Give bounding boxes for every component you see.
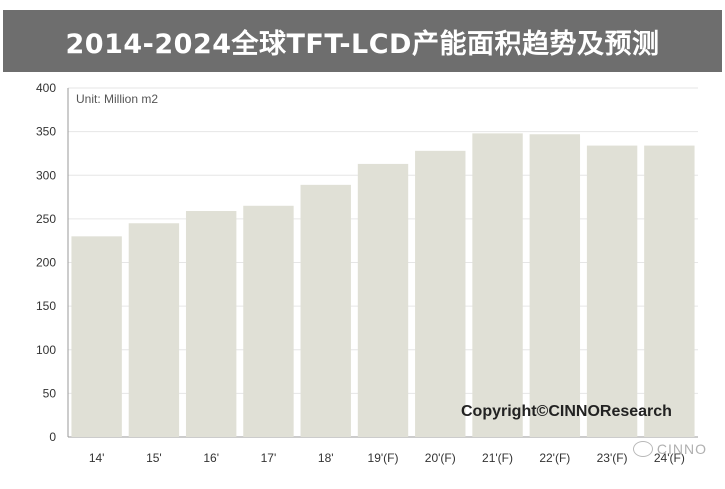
x-tick-label: 17' bbox=[261, 451, 277, 465]
bar bbox=[357, 163, 409, 437]
y-tick-label: 400 bbox=[36, 81, 56, 95]
x-tick-label: 24'(F) bbox=[654, 451, 685, 465]
bar bbox=[243, 205, 294, 437]
x-tick-label: 22'(F) bbox=[539, 451, 570, 465]
x-tick-label: 14' bbox=[89, 451, 105, 465]
bar bbox=[586, 145, 638, 437]
chart-title: 2014-2024全球TFT-LCD产能面积趋势及预测 bbox=[3, 10, 722, 72]
y-tick-label: 100 bbox=[36, 343, 56, 357]
bar bbox=[529, 134, 581, 437]
x-tick-label: 23'(F) bbox=[597, 451, 628, 465]
y-tick-label: 0 bbox=[49, 430, 56, 444]
y-tick-label: 250 bbox=[36, 212, 56, 226]
watermark-text: CINNO bbox=[656, 441, 707, 457]
watermark: CINNO bbox=[632, 441, 707, 457]
y-tick-label: 350 bbox=[36, 125, 56, 139]
bar bbox=[128, 223, 180, 437]
chart-area: 0 50 100 150 200 250 300 350 400 14' 15' 16' 17' 18' 1… bbox=[0, 72, 725, 484]
y-tick-label: 50 bbox=[43, 386, 57, 400]
x-tick-label: 18' bbox=[318, 451, 334, 465]
x-tick-label: 16' bbox=[203, 451, 219, 465]
bar-chart: 0 50 100 150 200 250 300 350 400 14' 15' 16' 17' 18' 1… bbox=[36, 81, 698, 465]
y-tick-label: 300 bbox=[36, 168, 56, 182]
bar bbox=[472, 133, 523, 437]
bar bbox=[71, 236, 122, 437]
y-tick-label: 150 bbox=[36, 299, 56, 313]
bar bbox=[185, 211, 237, 437]
x-tick-label: 19'(F) bbox=[368, 451, 399, 465]
bar bbox=[415, 150, 466, 437]
x-tick-label: 21'(F) bbox=[482, 451, 513, 465]
unit-label: Unit: Million m2 bbox=[76, 92, 158, 106]
copyright-label: Copyright©CINNOResearch bbox=[461, 403, 672, 420]
bar bbox=[300, 184, 351, 437]
tick-labels: 0 50 100 150 200 250 300 350 400 14' 15' 16' 17' 18' 1… bbox=[36, 81, 685, 465]
bars bbox=[71, 133, 695, 437]
chat-bubble-icon bbox=[632, 441, 653, 457]
x-tick-label: 15' bbox=[146, 451, 162, 465]
bar bbox=[644, 145, 695, 437]
x-tick-label: 20'(F) bbox=[425, 451, 456, 465]
y-tick-label: 200 bbox=[36, 256, 56, 270]
